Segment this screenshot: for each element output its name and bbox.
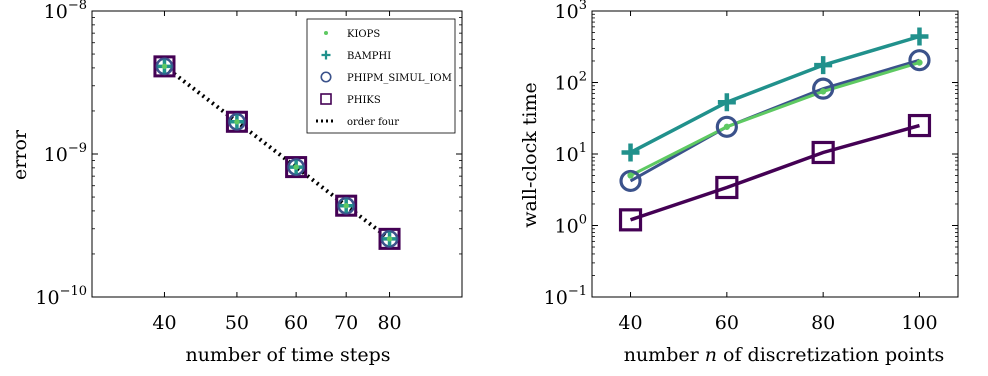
y-tick-label: 100 xyxy=(555,213,587,238)
y-tick-label: 10−8 xyxy=(44,0,87,23)
x-axis-label: number n of discretization points xyxy=(624,344,945,366)
x-tick-label: 100 xyxy=(901,312,937,334)
bamphi-line xyxy=(629,34,920,155)
y-tick-label: 101 xyxy=(555,141,587,166)
phiks-point xyxy=(811,140,835,165)
bamphi-point xyxy=(814,56,833,75)
legend-label: BAMPHI xyxy=(347,51,391,62)
kiops-point xyxy=(386,236,393,242)
legend-box xyxy=(306,18,456,134)
legend-item-bamphi: BAMPHI xyxy=(321,50,391,62)
phipm-point xyxy=(337,196,356,215)
phiks-point xyxy=(285,156,308,179)
phipm-point xyxy=(908,49,931,72)
bamphi-point xyxy=(910,27,929,46)
phipm-point xyxy=(287,158,306,176)
legend-marker-bamphi xyxy=(321,50,331,60)
phiks-point xyxy=(907,113,932,138)
wallclock-plot: 103 102 101 100 10−1 40 60 80 100 xyxy=(544,0,959,334)
phipm-point xyxy=(380,229,399,248)
kiops-point xyxy=(916,59,923,66)
legend-label: KIOPS xyxy=(347,29,380,40)
x-tick-label: 50 xyxy=(225,312,249,334)
bamphi-point xyxy=(621,143,640,162)
phiks-point xyxy=(153,55,176,78)
x-tick-label: 80 xyxy=(377,312,401,334)
legend-label: order four xyxy=(347,117,399,128)
y-axis-label: error xyxy=(9,129,31,180)
phiks-point xyxy=(335,194,358,217)
phipm-point xyxy=(715,115,738,138)
phiks-point xyxy=(618,208,643,232)
bamphi-point xyxy=(717,93,736,112)
legend-item-order: order four xyxy=(316,117,399,128)
legend: KIOPS BAMPHI PHIPM_SIMUL_IOM PHIKS order fou… xyxy=(306,18,456,134)
legend-label: PHIPM_SIMUL_IOM xyxy=(347,73,452,84)
phipm-point xyxy=(619,169,642,193)
y-tick-label: 103 xyxy=(555,0,587,23)
phiks-line xyxy=(629,123,920,222)
legend-item-kiops: KIOPS xyxy=(323,29,380,40)
kiops-point xyxy=(820,88,827,95)
y-tick-label: 10−10 xyxy=(35,284,87,309)
phiks-point xyxy=(225,110,248,133)
kiops-point xyxy=(234,119,240,125)
phiks-point xyxy=(715,175,739,200)
legend-label: PHIKS xyxy=(347,95,381,106)
y-tick-label: 102 xyxy=(555,70,587,95)
y-tick-label: 10−9 xyxy=(44,141,87,166)
x-tick-label: 40 xyxy=(152,312,176,334)
error-plot: 10−8 10−9 10−10 40 50 60 70 80 KIOPS BAMPHI PHIPM_… xyxy=(35,0,463,334)
phipm-point xyxy=(155,57,174,76)
kiops-point xyxy=(723,123,730,130)
x-tick-label: 80 xyxy=(811,312,835,334)
x-tick-label: 60 xyxy=(715,312,739,334)
plot-frame xyxy=(591,10,959,298)
x-axis-label: number of time steps xyxy=(185,344,390,366)
legend-marker-phipm xyxy=(320,71,332,83)
kiops-point xyxy=(293,164,299,170)
legend-item-phipm: PHIPM_SIMUL_IOM xyxy=(320,71,452,84)
kiops-point xyxy=(343,202,349,209)
y-axis-label: wall-clock time xyxy=(519,82,541,228)
x-tick-label: 60 xyxy=(284,312,308,334)
kiops-point xyxy=(161,63,168,70)
kiops-line xyxy=(629,61,920,177)
phiks-point xyxy=(378,227,401,250)
kiops-point xyxy=(627,172,634,179)
phipm-point xyxy=(812,77,835,100)
phipm-line xyxy=(629,58,920,183)
y-tick-label: 10−1 xyxy=(544,284,587,309)
x-tick-label: 70 xyxy=(334,312,358,334)
phipm-point xyxy=(228,112,246,131)
x-tick-label: 40 xyxy=(618,312,642,334)
legend-marker-phiks xyxy=(320,93,332,105)
legend-item-phiks: PHIKS xyxy=(320,93,381,106)
legend-marker-kiops xyxy=(323,30,329,36)
order-four-line xyxy=(163,64,391,241)
